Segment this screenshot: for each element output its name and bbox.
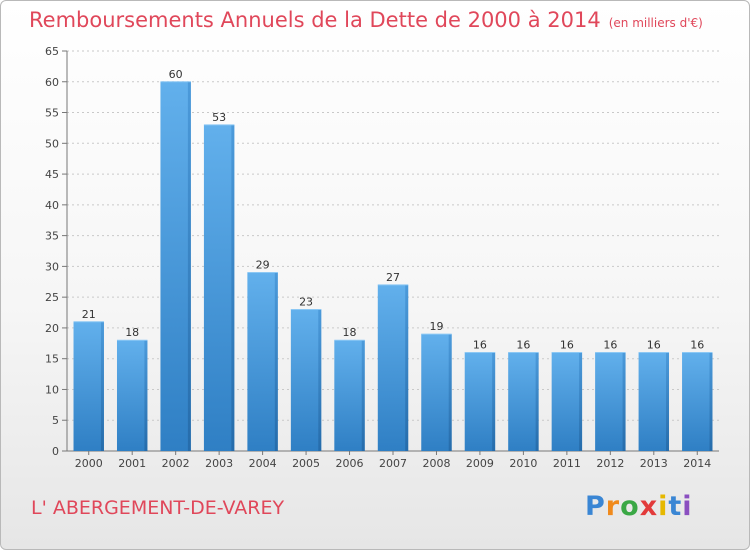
y-tick-label: 20 [45, 322, 59, 335]
value-label: 18 [125, 326, 139, 339]
chart-title: Remboursements Annuels de la Dette de 20… [29, 8, 703, 32]
location-name: L' ABERGEMENT-DE-VAREY [31, 497, 285, 519]
bar-shade [448, 334, 452, 451]
bar-2011[interactable] [551, 352, 583, 451]
x-tick-label: 2008 [422, 457, 450, 470]
logo-letter: i [682, 491, 693, 522]
bar-2010[interactable] [508, 352, 539, 451]
bar-shade [144, 340, 148, 451]
bar-2003[interactable] [203, 124, 235, 451]
bar-shade [535, 352, 539, 451]
y-tick-label: 35 [45, 230, 59, 243]
y-tick-label: 60 [45, 76, 59, 89]
value-label: 16 [516, 339, 530, 352]
bar-shade [666, 352, 670, 451]
y-tick-label: 40 [45, 199, 59, 212]
logo-letter: o [620, 491, 640, 522]
title-text: Remboursements Annuels de la Dette de 20… [29, 8, 601, 32]
bar-shade [405, 284, 409, 451]
x-tick-label: 2003 [205, 457, 233, 470]
bar-shade [492, 352, 496, 451]
value-label: 23 [299, 295, 313, 308]
y-tick-label: 25 [45, 291, 59, 304]
x-tick-label: 2006 [336, 457, 364, 470]
y-tick-label: 50 [45, 137, 59, 150]
value-label: 16 [603, 339, 617, 352]
bar-shade [274, 272, 278, 451]
logo-letter: t [668, 491, 683, 522]
x-tick-label: 2007 [379, 457, 407, 470]
bar-shade [361, 340, 365, 451]
proxiti-logo[interactable]: Proxiti [585, 491, 693, 522]
bar-shade [318, 309, 322, 451]
logo-letter: r [605, 491, 621, 522]
bar-2006[interactable] [334, 340, 365, 451]
value-label: 16 [647, 339, 661, 352]
value-label: 21 [82, 308, 96, 321]
value-label: 53 [212, 111, 226, 124]
bar-2007[interactable] [377, 284, 409, 451]
bar-2012[interactable] [595, 352, 626, 451]
logo-letter: P [585, 491, 606, 522]
value-label: 16 [473, 339, 487, 352]
bar-2008[interactable] [421, 334, 452, 451]
bar-shade [187, 81, 191, 452]
y-tick-label: 45 [45, 168, 59, 181]
bar-2005[interactable] [290, 309, 322, 451]
bar-shade [100, 321, 104, 451]
x-tick-label: 2010 [509, 457, 537, 470]
y-tick-label: 15 [45, 353, 59, 366]
unit-label: (en milliers d'€) [608, 16, 703, 30]
x-tick-label: 2012 [596, 457, 624, 470]
value-label: 19 [429, 320, 443, 333]
x-tick-label: 2009 [466, 457, 494, 470]
bar-2004[interactable] [247, 272, 278, 451]
x-tick-label: 2014 [683, 457, 711, 470]
bar-2000[interactable] [73, 321, 104, 451]
bar-2001[interactable] [116, 340, 148, 451]
logo-letter: i [658, 491, 669, 522]
x-tick-label: 2004 [249, 457, 277, 470]
y-tick-label: 30 [45, 260, 59, 273]
value-label: 16 [560, 339, 574, 352]
x-tick-label: 2005 [292, 457, 320, 470]
x-tick-label: 2011 [553, 457, 581, 470]
bar-2002[interactable] [160, 81, 191, 452]
value-label: 18 [343, 326, 357, 339]
bar-shade [231, 124, 235, 451]
x-tick-label: 2013 [640, 457, 668, 470]
value-label: 16 [690, 339, 704, 352]
bar-2013[interactable] [638, 352, 670, 451]
y-tick-label: 65 [45, 45, 59, 58]
bar-shade [622, 352, 626, 451]
logo-letter: x [639, 491, 659, 522]
value-label: 29 [256, 259, 270, 272]
value-label: 60 [169, 68, 183, 81]
x-tick-label: 2001 [118, 457, 146, 470]
bar-2009[interactable] [464, 352, 496, 451]
y-tick-label: 5 [52, 414, 59, 427]
y-tick-label: 10 [45, 383, 59, 396]
bar-shade [709, 352, 713, 451]
bar-shade [579, 352, 583, 451]
x-tick-label: 2000 [75, 457, 103, 470]
y-tick-label: 55 [45, 107, 59, 120]
x-tick-label: 2002 [162, 457, 190, 470]
value-label: 27 [386, 271, 400, 284]
y-tick-label: 0 [52, 445, 59, 458]
bar-2014[interactable] [682, 352, 713, 451]
